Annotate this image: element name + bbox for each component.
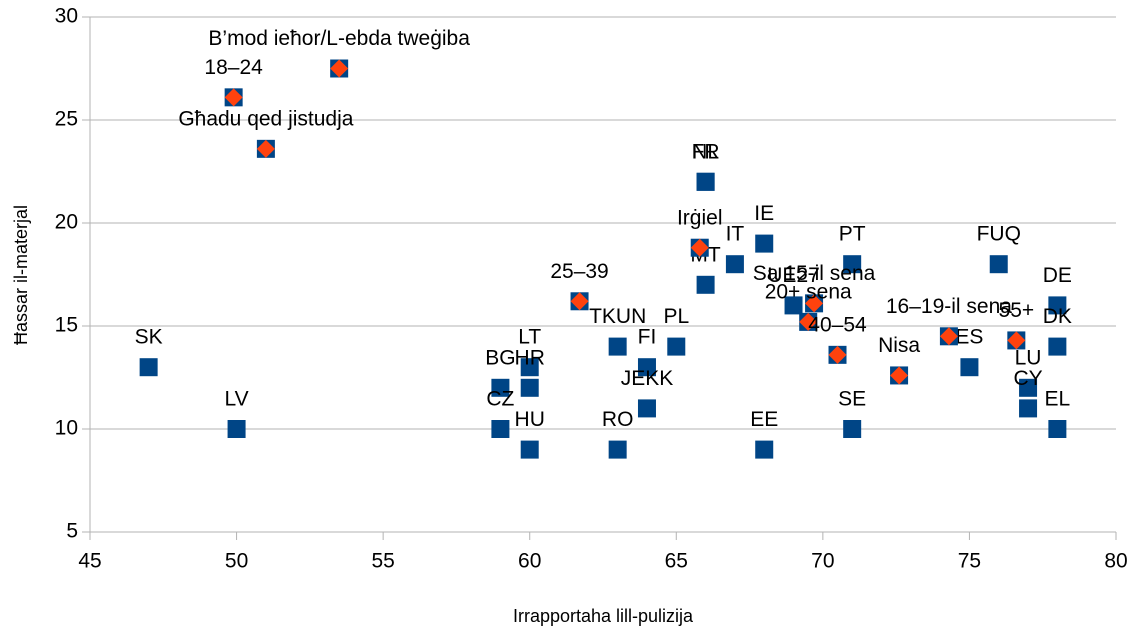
point <box>755 440 774 459</box>
point-label: B’mod ieħor/L-ebda tweġiba <box>208 27 470 50</box>
point <box>843 420 862 438</box>
point-label: Irġiel <box>677 206 723 229</box>
point-label: HR <box>515 346 545 369</box>
point <box>491 420 510 438</box>
point-diamond <box>1007 331 1026 350</box>
point <box>696 275 715 294</box>
point-label: 20+ sena <box>765 280 852 303</box>
point <box>755 234 774 253</box>
point-label: 55+ <box>999 299 1035 322</box>
point-label: 25–39 <box>550 260 608 283</box>
point <box>139 358 158 377</box>
point <box>960 358 979 377</box>
point-label: RO <box>602 408 634 431</box>
point-label: 40–54 <box>808 313 867 336</box>
point-label: FI <box>638 326 657 349</box>
point-label: DK <box>1043 305 1072 328</box>
point <box>491 378 510 397</box>
point <box>1048 296 1067 315</box>
point-label: CZ <box>486 388 514 411</box>
point-label: BG <box>485 346 515 369</box>
point-label: PL <box>663 305 689 328</box>
point <box>784 296 803 315</box>
point-label: HU <box>515 408 545 431</box>
point-label: TKUN <box>589 305 646 328</box>
point-label: SE <box>838 388 866 411</box>
point <box>843 255 862 274</box>
x-tick-label: 75 <box>958 550 981 573</box>
y-tick-label: 15 <box>55 314 78 337</box>
y-tick-label: 20 <box>55 211 78 234</box>
point-diamond <box>330 59 349 78</box>
x-tick-label: 65 <box>665 550 688 573</box>
x-tick-label: 55 <box>371 550 394 573</box>
point-label: FUQ <box>977 223 1021 246</box>
point-label: 18–24 <box>204 56 263 79</box>
point <box>1048 420 1067 438</box>
point-diamond <box>939 327 958 346</box>
y-axis-label: Ħassar il-materjal <box>11 205 31 345</box>
point-diamond <box>570 292 589 311</box>
point <box>520 440 539 459</box>
point <box>667 337 686 356</box>
point-label: NL <box>692 140 719 163</box>
point <box>696 172 715 191</box>
point <box>520 358 539 377</box>
point-label: Nisa <box>878 334 920 357</box>
point-label: UE27 <box>767 264 820 287</box>
point-label: FR <box>692 140 720 163</box>
point <box>725 255 744 274</box>
point-label: IE <box>754 202 774 225</box>
point-label: Għadu qed jistudja <box>178 107 353 130</box>
point-label: LU <box>1015 346 1042 369</box>
point-label: DE <box>1043 264 1072 287</box>
point-label: EE <box>750 408 778 431</box>
x-axis-label: Irrapportaha lill-pulizija <box>513 606 694 626</box>
point-diamond <box>224 88 243 107</box>
x-tick-label: 60 <box>518 550 541 573</box>
x-tick-label: 50 <box>225 550 248 573</box>
point <box>608 440 627 459</box>
y-tick-label: 10 <box>55 417 78 440</box>
x-tick-label: 80 <box>1104 550 1127 573</box>
point <box>989 255 1008 274</box>
point-diamond <box>799 312 818 331</box>
point-label: JEKK <box>621 367 674 390</box>
x-tick-label: 45 <box>78 550 101 573</box>
point-diamond <box>690 238 709 257</box>
point-label: IT <box>726 223 745 246</box>
point <box>227 420 246 438</box>
point-diamond <box>828 345 847 364</box>
y-tick-label: 5 <box>66 520 78 543</box>
y-tick-label: 25 <box>55 108 78 131</box>
point-label: EL <box>1045 388 1071 411</box>
point-label: 16–19-il sena <box>886 295 1012 318</box>
point <box>1048 337 1067 356</box>
point-label: PT <box>839 223 866 246</box>
point <box>1019 378 1038 397</box>
point-label: Sa 15-il sena <box>753 262 876 285</box>
point <box>637 399 656 418</box>
point-diamond <box>890 366 909 385</box>
point-label: CY <box>1013 367 1042 390</box>
point <box>1019 399 1038 418</box>
point <box>637 358 656 377</box>
point-label: LV <box>225 388 249 411</box>
point <box>608 337 627 356</box>
point <box>520 378 539 397</box>
point-diamond <box>805 294 824 313</box>
point-diamond <box>256 139 275 158</box>
point-label: ES <box>955 326 983 349</box>
x-tick-label: 70 <box>811 550 834 573</box>
point-label: LT <box>518 326 541 349</box>
point-label: SK <box>135 326 163 349</box>
y-tick-label: 30 <box>55 5 78 28</box>
